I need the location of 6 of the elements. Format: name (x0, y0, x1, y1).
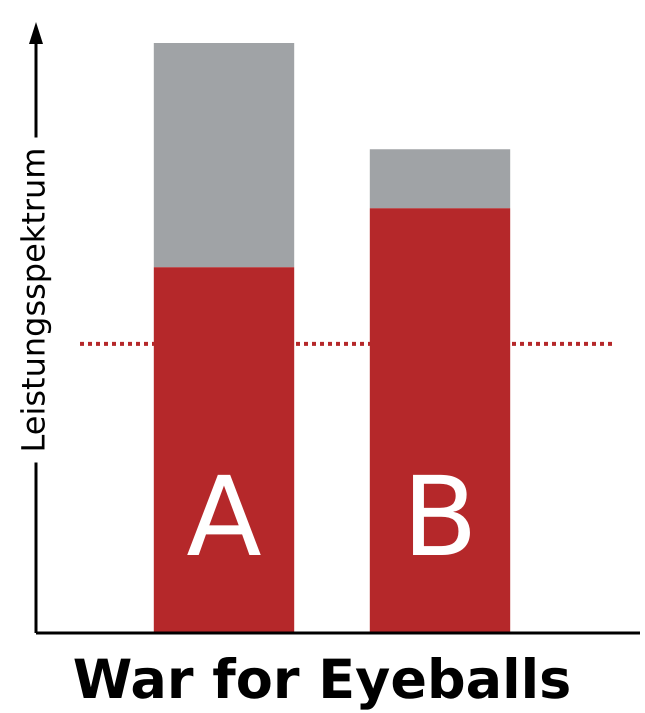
x-tick-label: B (402, 453, 478, 581)
text: War for Eyeballs (72, 648, 572, 712)
x-tick-label: A (186, 453, 262, 581)
bar (154, 43, 294, 268)
y-axis-title: Leistungsspektrum (14, 148, 52, 452)
bar (370, 149, 510, 208)
